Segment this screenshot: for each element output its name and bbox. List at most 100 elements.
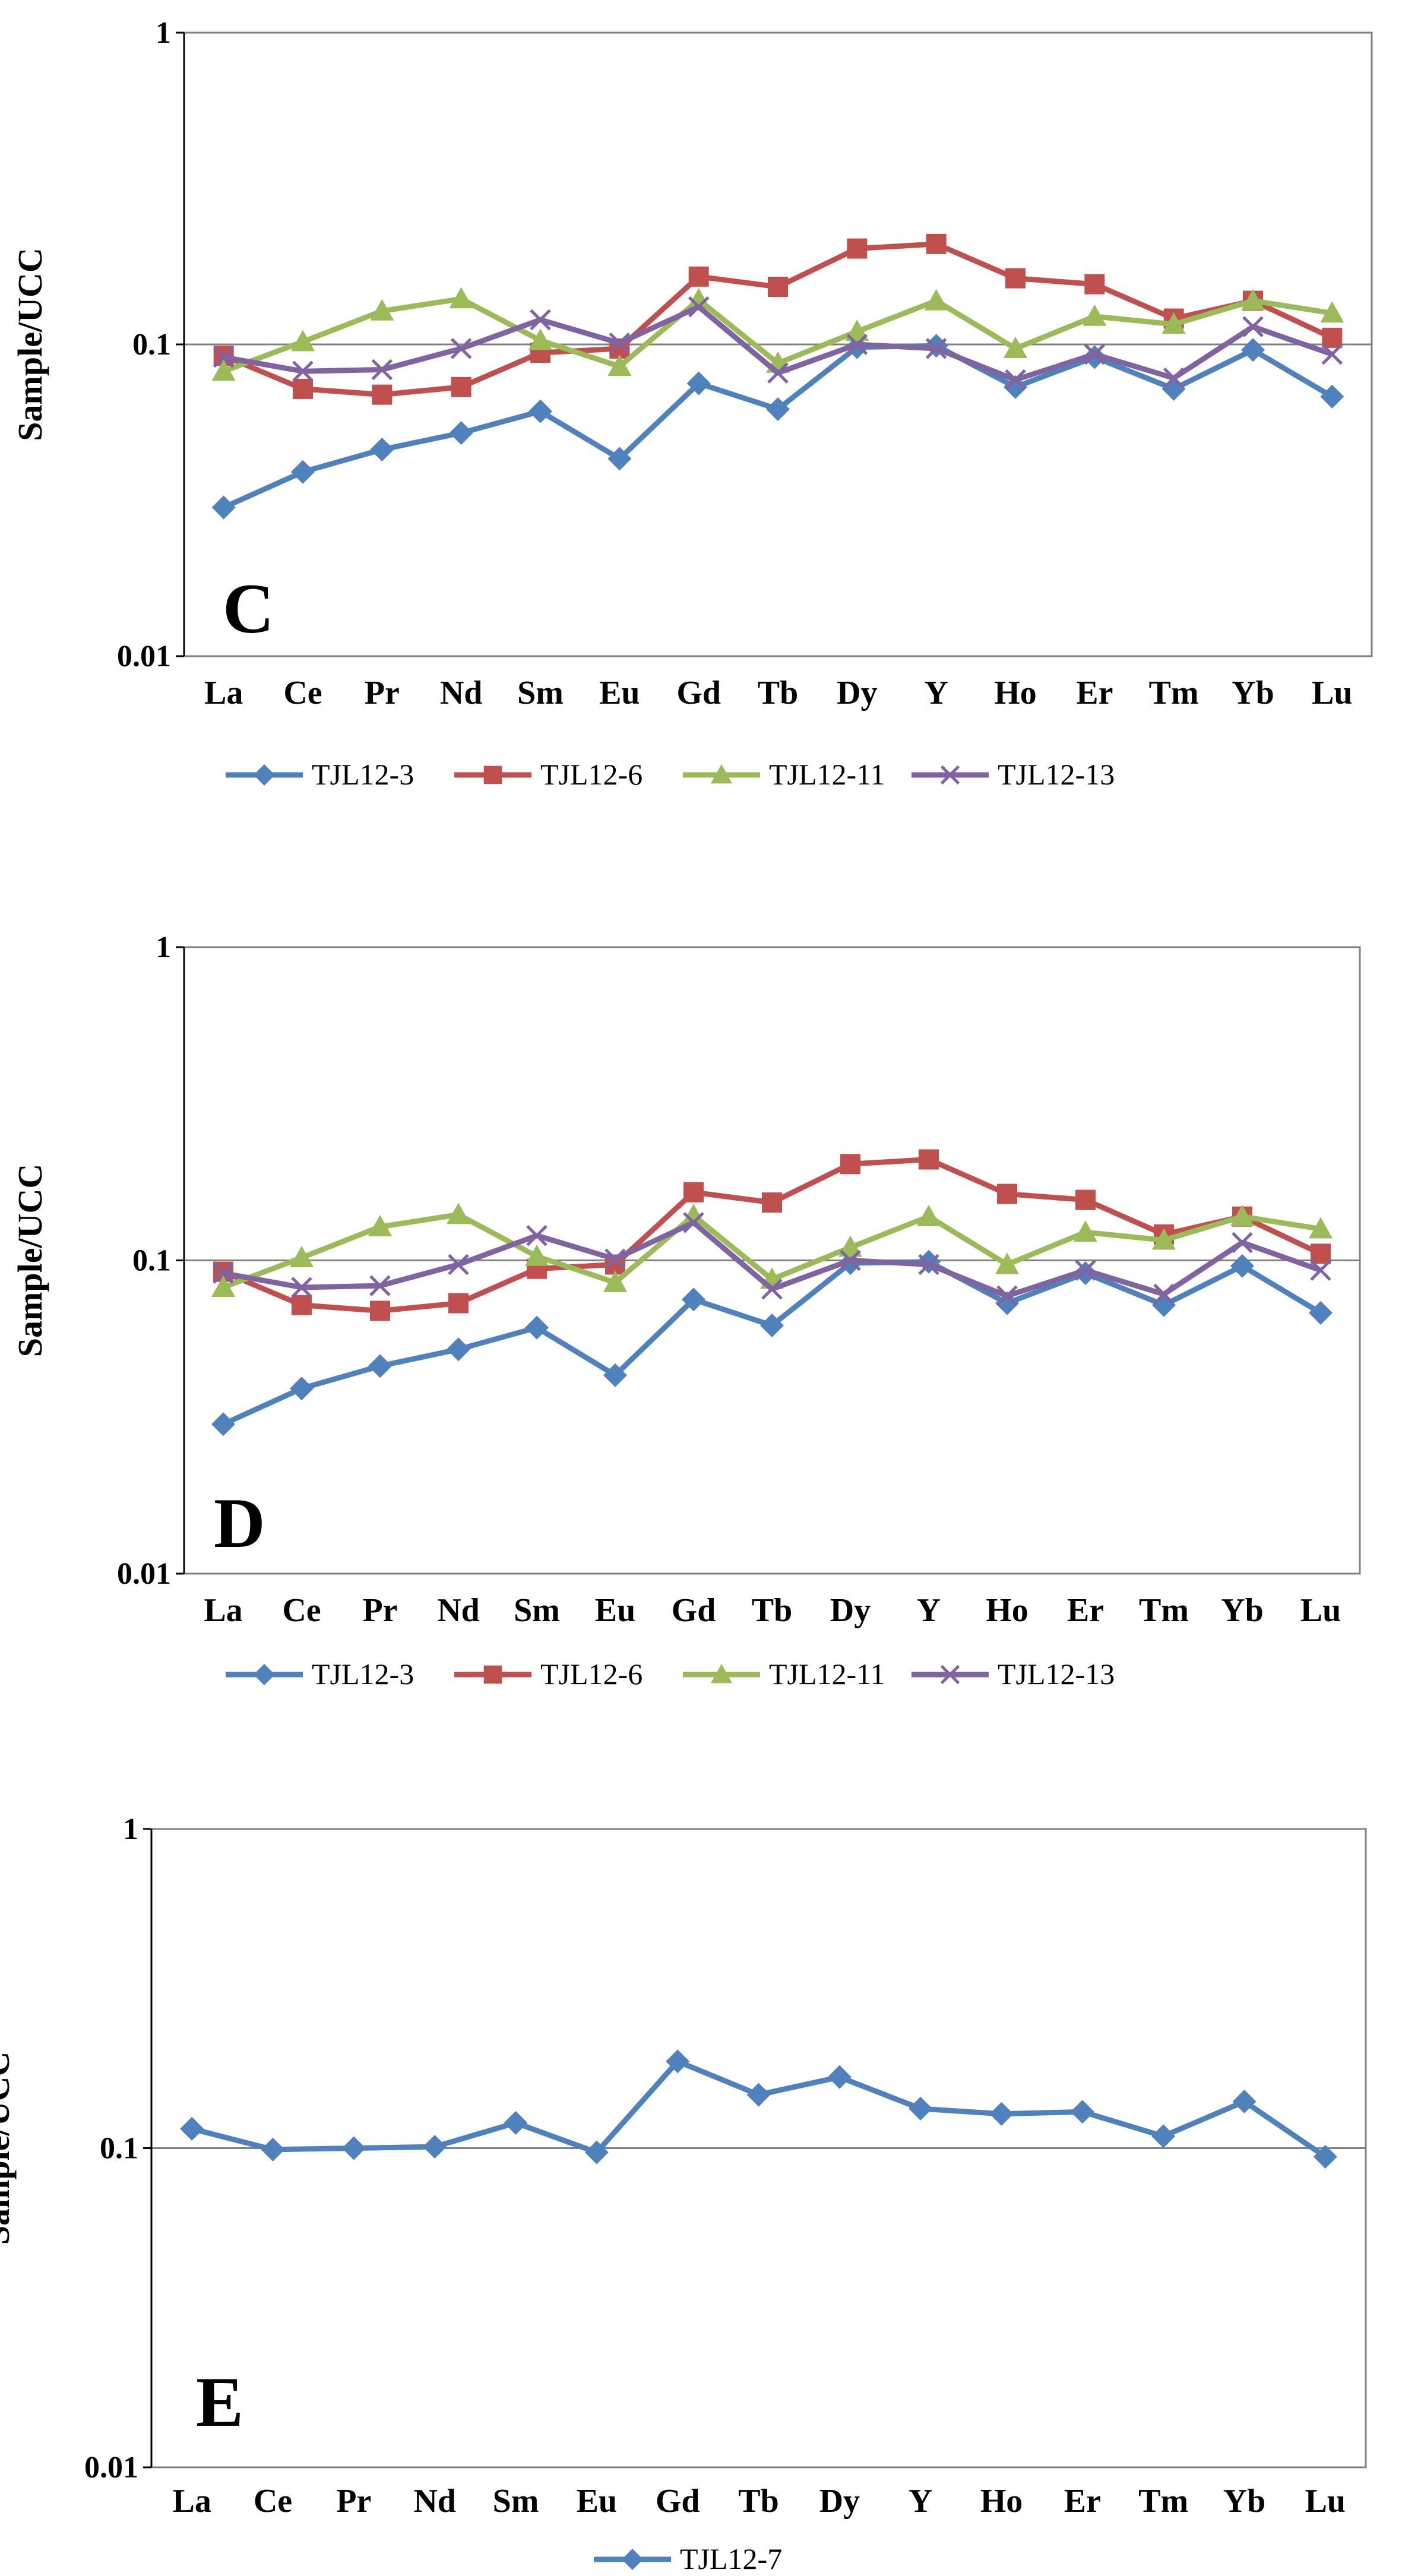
data-point <box>1311 1243 1331 1264</box>
data-point <box>1074 1220 1097 1242</box>
data-point <box>1232 1232 1253 1254</box>
x-tick-label: Ho <box>994 675 1037 711</box>
data-point <box>683 1182 704 1202</box>
x-tick-label: Tb <box>738 2483 779 2520</box>
data-point <box>528 399 552 423</box>
x-tick-label: Eu <box>577 2483 618 2520</box>
data-point <box>1153 1283 1175 1305</box>
legend-label: TJL12-6 <box>540 1657 643 1691</box>
data-point <box>1310 1259 1331 1281</box>
x-tick-label: Tb <box>758 675 799 711</box>
data-point <box>423 2135 447 2159</box>
data-point <box>846 334 868 355</box>
y-tick-label: 0.01 <box>117 640 171 673</box>
data-point <box>1242 316 1264 337</box>
data-point <box>528 328 552 350</box>
data-point <box>1151 2124 1176 2148</box>
data-point <box>686 371 711 395</box>
x-tick-label: Gd <box>656 2483 700 2520</box>
y-axis-title: Sample/UCC <box>11 1164 49 1357</box>
x-tick-label: Gd <box>676 675 721 711</box>
data-point <box>909 2096 933 2121</box>
legend-label: TJL12-11 <box>769 758 885 791</box>
x-tick-label: Tm <box>1138 2483 1188 2520</box>
legend-label: TJL12-11 <box>769 1657 885 1691</box>
data-point <box>683 1212 704 1233</box>
x-tick-label: Yb <box>1223 2483 1266 2520</box>
data-point <box>370 1300 390 1321</box>
data-point <box>447 1337 470 1362</box>
x-tick-label: Nd <box>413 2483 456 2520</box>
data-point <box>1241 289 1265 311</box>
legend-label: TJL12-6 <box>540 758 643 791</box>
legend-marker <box>711 764 732 784</box>
x-tick-label: Er <box>1076 675 1113 711</box>
legend-marker <box>940 1664 960 1685</box>
data-point <box>213 1262 234 1284</box>
data-point <box>919 1149 939 1170</box>
data-point <box>918 1254 939 1276</box>
y-tick-label: 0.1 <box>100 2132 138 2166</box>
data-point <box>1070 2100 1094 2124</box>
chart-panel-c: 1 0.1 0.01 Sample/UCC La Ce Pr Nd Sm Eu Gd Tb Dy Y Ho E… <box>11 16 1373 791</box>
data-point <box>917 1249 941 1274</box>
data-point <box>1005 369 1026 391</box>
data-point <box>996 1285 1018 1307</box>
y-axis-title: Sample/UCC <box>0 2052 17 2245</box>
legend-marker <box>483 1665 502 1684</box>
data-point <box>926 233 947 254</box>
data-point <box>995 1291 1019 1315</box>
data-point <box>291 460 315 484</box>
data-point <box>1241 338 1265 362</box>
data-point <box>1084 274 1105 295</box>
data-point <box>449 287 473 309</box>
panel-label: C <box>223 569 274 648</box>
data-point <box>917 1204 941 1226</box>
y-tick-label: 0.01 <box>84 2451 138 2485</box>
legend-label: TJL12-3 <box>312 758 414 791</box>
data-point <box>293 378 313 399</box>
data-point <box>603 1363 627 1387</box>
x-tick-label: Eu <box>599 675 640 711</box>
data-point <box>1075 1259 1096 1281</box>
data-point <box>1163 367 1185 389</box>
x-tick-label: Pr <box>362 1592 397 1629</box>
x-tick-label: Y <box>924 675 948 711</box>
data-point <box>368 1214 392 1236</box>
data-point <box>997 1183 1017 1204</box>
data-point <box>1313 2144 1337 2169</box>
data-point <box>448 1254 469 1276</box>
x-tick-label: Nd <box>440 675 483 711</box>
data-point <box>1230 1254 1254 1278</box>
data-point <box>840 1154 860 1175</box>
data-point <box>211 1412 235 1436</box>
data-point <box>450 338 472 359</box>
data-point <box>924 289 948 311</box>
data-point <box>766 397 790 421</box>
data-point <box>370 299 394 321</box>
data-point <box>525 1315 549 1340</box>
x-tick-label: Gd <box>672 1592 716 1629</box>
panel-label: D <box>214 1483 265 1562</box>
data-point <box>525 1244 549 1266</box>
data-point <box>827 2065 852 2089</box>
data-point <box>1230 1204 1254 1226</box>
data-point <box>603 1270 627 1292</box>
data-point <box>607 355 632 376</box>
data-point <box>762 1192 782 1213</box>
data-point <box>838 1235 862 1257</box>
legend-marker <box>711 1664 732 1683</box>
data-point <box>451 376 471 397</box>
chart-panel-e: 1 0.1 0.01 Sample/UCC La Ce Pr Nd Sm Eu Gd Tb Dy Y Ho E… <box>0 1812 1367 2575</box>
data-point <box>211 495 236 520</box>
legend-marker <box>622 2549 643 2570</box>
data-point <box>760 1314 784 1338</box>
data-point <box>847 238 868 259</box>
x-tick-label: La <box>204 675 243 711</box>
y-axis-title: Sample/UCC <box>11 248 49 441</box>
data-point <box>584 2140 609 2164</box>
data-point <box>448 1293 469 1314</box>
x-tick-label: Lu <box>1305 2483 1346 2520</box>
data-point <box>768 277 788 298</box>
data-point <box>211 359 236 381</box>
